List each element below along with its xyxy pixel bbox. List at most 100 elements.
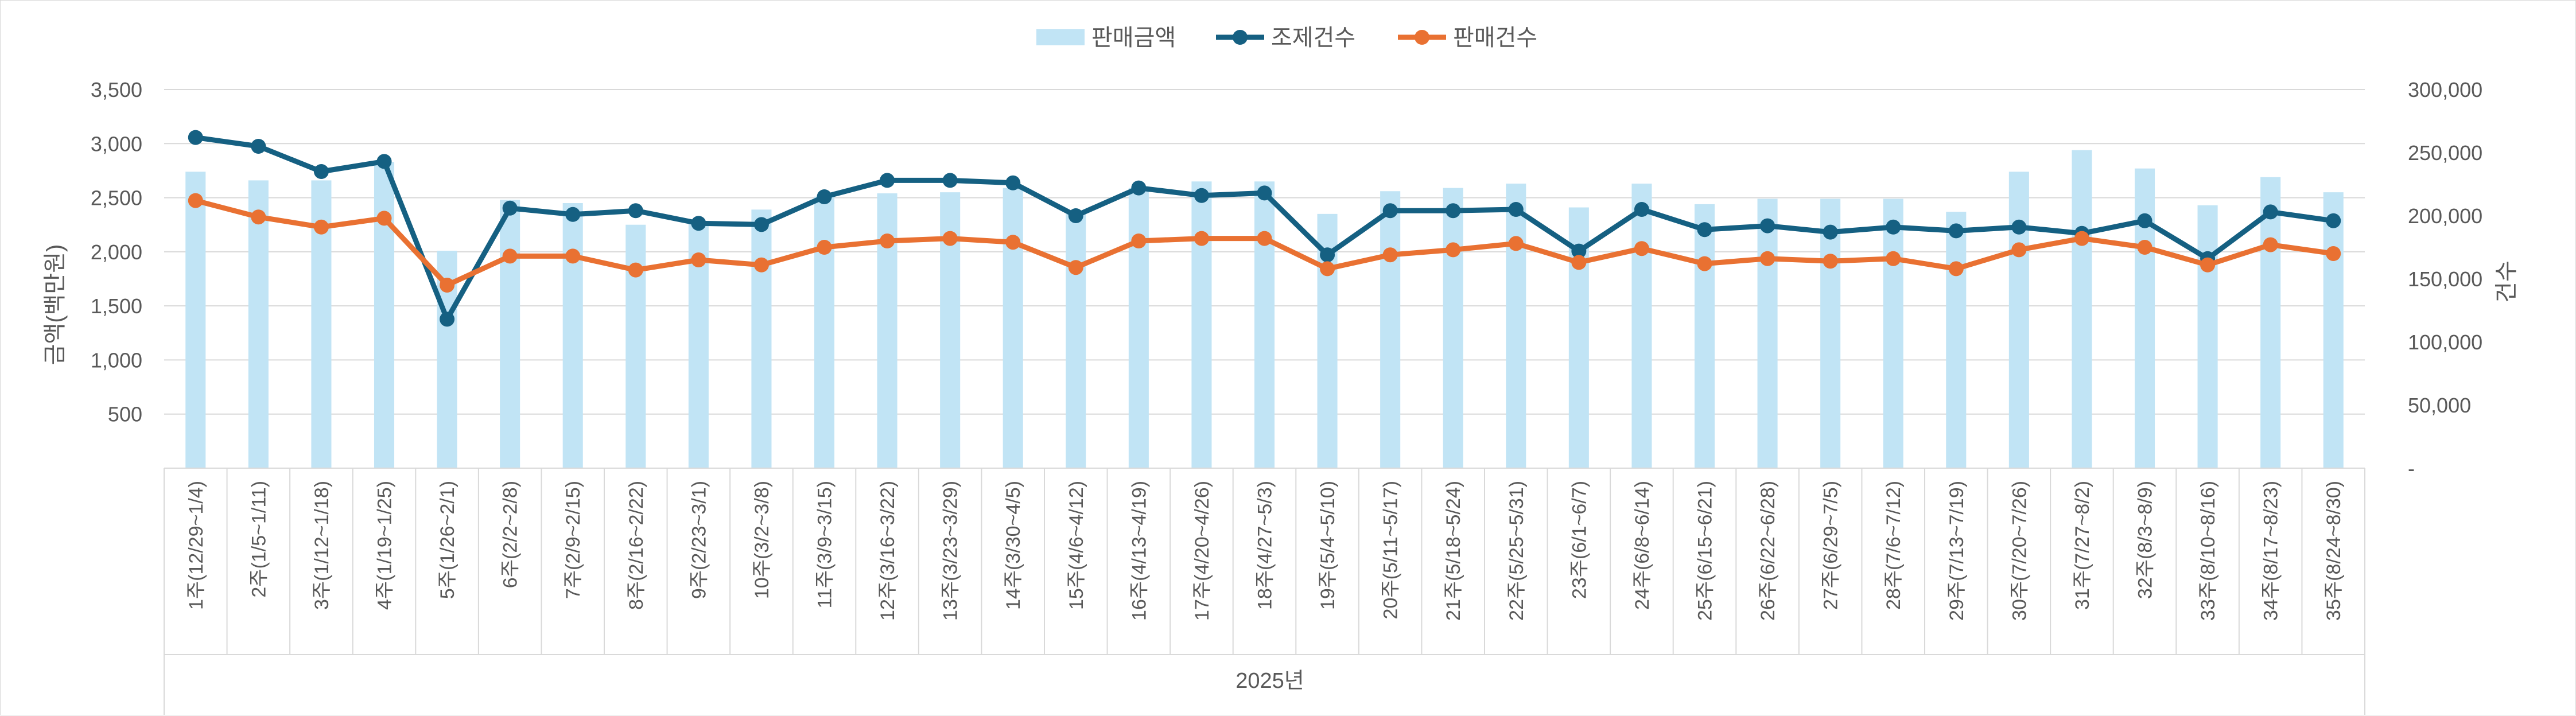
x-tick-label: 29주(7/13~7/19) xyxy=(1946,481,1968,621)
x-tick-label: 10주(3/2~3/8) xyxy=(751,481,773,599)
series-point xyxy=(2263,237,2278,252)
bar xyxy=(1506,184,1526,468)
series-point xyxy=(1320,247,1335,263)
x-tick-label: 7주(2/9~2/15) xyxy=(562,481,584,599)
bar xyxy=(1694,204,1715,468)
x-tick-label: 26주(6/22~6/28) xyxy=(1757,481,1779,621)
series-point xyxy=(440,278,455,293)
series-point xyxy=(753,257,769,273)
series-point xyxy=(1005,175,1021,190)
series-point xyxy=(1194,231,1209,246)
y2-tick-label: 200,000 xyxy=(2408,204,2482,228)
bar xyxy=(374,162,395,468)
x-axis-title: 2025년 xyxy=(1235,669,1304,693)
x-tick-label: 8주(2/16~2/22) xyxy=(625,481,647,610)
series-point xyxy=(565,207,581,222)
series-point xyxy=(1760,218,1775,234)
y-tick-label: 3,000 xyxy=(91,132,142,155)
bar xyxy=(1820,199,1841,468)
y-tick-label: 500 xyxy=(108,403,142,426)
series-point xyxy=(2074,231,2089,246)
series-point xyxy=(942,173,958,188)
series-point xyxy=(502,248,518,264)
bar xyxy=(248,180,269,468)
series-point xyxy=(880,234,895,248)
y2-tick-label: 300,000 xyxy=(2408,78,2482,102)
y2-axis-title: 건수 xyxy=(2494,260,2519,303)
x-tick-label: 2주(1/5~1/11) xyxy=(248,481,270,598)
x-tick-label: 28주(7/6~7/12) xyxy=(1883,481,1905,610)
bar xyxy=(1946,212,1967,468)
x-tick-label: 11주(3/9~3/15) xyxy=(814,481,836,609)
y-tick-label: 1,000 xyxy=(91,348,142,372)
series-point xyxy=(1571,243,1587,259)
bar xyxy=(562,203,583,468)
bar xyxy=(1631,184,1652,468)
x-tick-label: 12주(3/16~3/22) xyxy=(877,481,899,621)
series-point xyxy=(2200,257,2216,273)
x-tick-label: 23주(6/1~6/7) xyxy=(1568,481,1590,599)
series-point xyxy=(753,217,769,232)
x-tick-label: 20주(5/11~5/17) xyxy=(1380,481,1402,619)
legend-swatch-bar xyxy=(1036,29,1085,45)
series-point xyxy=(628,262,643,278)
y2-tick-label: - xyxy=(2408,457,2415,480)
series-point xyxy=(1257,231,1272,246)
series-point xyxy=(1760,251,1775,266)
bar xyxy=(1254,181,1275,468)
x-tick-label: 18주(4/27~5/3) xyxy=(1254,481,1276,610)
series-point xyxy=(1382,203,1398,219)
x-tick-label: 22주(5/25~5/31) xyxy=(1506,481,1528,621)
y-axis-title: 금액(백만원) xyxy=(42,244,68,365)
series-point xyxy=(2326,246,2341,261)
series-point xyxy=(1634,241,1649,256)
y2-tick-label: 150,000 xyxy=(2408,267,2482,291)
x-tick-label: 14주(3/30~4/5) xyxy=(1003,481,1024,610)
right-axis: - 50,000 100,000 150,000 200,000 250,000 300,0… xyxy=(2408,78,2482,480)
series-point xyxy=(440,312,455,327)
x-tick-label: 27주(6/29~7/5) xyxy=(1820,481,1842,610)
bar xyxy=(1883,199,1903,468)
bar xyxy=(500,200,520,468)
bar xyxy=(2008,172,2029,468)
series-point xyxy=(691,216,706,231)
x-tick-label: 30주(7/20~7/26) xyxy=(2008,481,2030,621)
series-point xyxy=(188,193,203,208)
x-tick-label: 15주(4/6~4/12) xyxy=(1066,481,1087,610)
legend: 판매금액 조제건수 판매건수 xyxy=(1036,25,1537,50)
series-point xyxy=(880,173,895,188)
y-tick-label: 3,500 xyxy=(91,78,142,102)
legend-label: 조제건수 xyxy=(1271,25,1355,50)
y2-tick-label: 50,000 xyxy=(2408,394,2471,417)
series-point xyxy=(1446,203,1461,219)
series-point xyxy=(1382,247,1398,263)
series-point xyxy=(2137,240,2153,255)
x-tick-label: 4주(1/19~1/25) xyxy=(374,481,396,610)
y-tick-label: 1,500 xyxy=(91,294,142,318)
series-point xyxy=(188,130,203,145)
series-point xyxy=(1948,261,1964,277)
series-point xyxy=(1068,208,1083,223)
series-point xyxy=(1131,234,1147,248)
series-point xyxy=(1005,235,1021,250)
series-point xyxy=(1948,223,1964,239)
series-point xyxy=(691,252,706,267)
bar xyxy=(1003,188,1023,468)
legend-label: 판매금액 xyxy=(1091,25,1176,50)
series-point xyxy=(376,211,392,226)
series-point xyxy=(251,139,266,154)
series-point xyxy=(1823,224,1838,240)
bar xyxy=(751,209,772,468)
bar xyxy=(1757,199,1778,468)
y2-tick-label: 250,000 xyxy=(2408,141,2482,165)
legend-label: 판매건수 xyxy=(1453,25,1537,50)
x-tick-label: 33주(8/10~8/16) xyxy=(2197,481,2219,621)
series-point xyxy=(1823,254,1838,269)
bar xyxy=(814,196,835,468)
legend-swatch-marker xyxy=(1233,30,1248,45)
x-tick-label: 3주(1/12~1/18) xyxy=(311,481,333,610)
series-point xyxy=(2137,213,2153,228)
series-point xyxy=(1446,242,1461,258)
bar xyxy=(185,172,206,468)
bar xyxy=(1191,181,1212,468)
